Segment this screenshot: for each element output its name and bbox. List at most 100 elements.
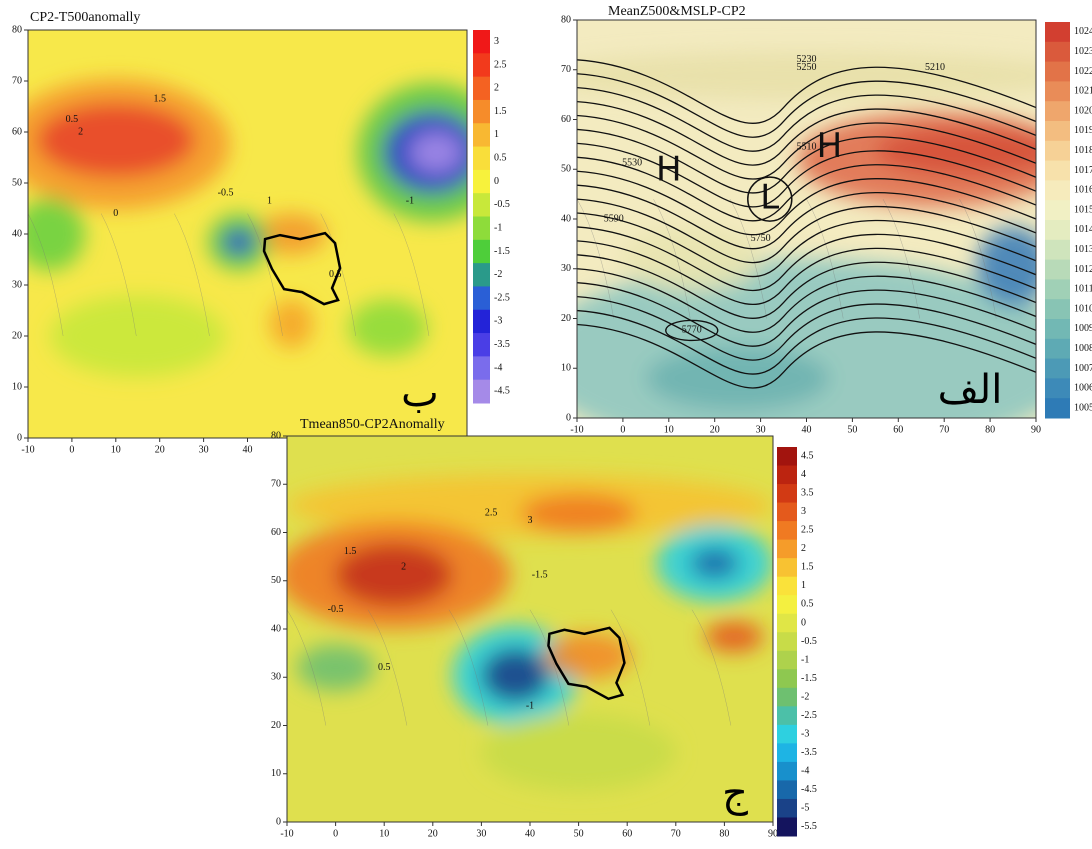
colorbar-swatch — [777, 651, 797, 670]
contour-label: 5530 — [622, 158, 642, 169]
colorbar-label: 1005 — [1074, 402, 1092, 413]
colorbar-swatch — [777, 595, 797, 614]
colorbar-swatch — [1045, 180, 1070, 200]
field-blob — [348, 299, 427, 356]
y-tick-label: 50 — [561, 164, 571, 175]
x-tick-label: 50 — [574, 828, 584, 839]
x-tick-label: 0 — [69, 444, 74, 455]
colorbar-swatch — [777, 743, 797, 762]
colorbar-label: 2 — [801, 543, 806, 554]
contour-label: -0.5 — [218, 187, 234, 198]
colorbar-swatch — [1045, 101, 1070, 121]
x-tick-label: 40 — [802, 424, 812, 435]
y-tick-label: 50 — [271, 575, 281, 586]
y-tick-label: 10 — [271, 768, 281, 779]
colorbar-swatch — [1045, 42, 1070, 62]
colorbar-label: -4.5 — [801, 784, 817, 795]
x-tick-label: 20 — [428, 828, 438, 839]
colorbar-label: 3.5 — [801, 488, 814, 499]
colorbar-label: 2.5 — [801, 525, 814, 536]
contour-label: 5510 — [797, 142, 817, 153]
colorbar-swatch — [777, 706, 797, 725]
x-tick-label: 30 — [756, 424, 766, 435]
x-tick-label: -10 — [570, 424, 583, 435]
y-tick-label: 70 — [561, 64, 571, 75]
colorbar-label: 4 — [801, 469, 806, 480]
colorbar-label: -5 — [801, 803, 809, 814]
colorbar-label: -4 — [494, 362, 502, 373]
y-tick-label: 60 — [12, 126, 22, 137]
y-tick-label: 10 — [561, 363, 571, 374]
colorbar-swatch — [777, 521, 797, 540]
colorbar-swatch — [1045, 220, 1070, 240]
colorbar-swatch — [777, 688, 797, 707]
colorbar-label: -3.5 — [494, 339, 510, 350]
colorbar-swatch — [473, 310, 490, 334]
contour-label: 1 — [267, 196, 272, 207]
colorbar-swatch — [473, 240, 490, 264]
y-tick-label: 0 — [276, 816, 281, 827]
colorbar-swatch — [777, 669, 797, 688]
field-blob — [410, 132, 463, 173]
colorbar-label: 1017 — [1074, 165, 1092, 176]
colorbar-label: 1024 — [1074, 26, 1092, 37]
colorbar-swatch — [777, 762, 797, 781]
colorbar-swatch — [473, 333, 490, 357]
x-tick-label: 60 — [622, 828, 632, 839]
contour-label: 0.5 — [66, 114, 79, 125]
colorbar-label: -0.5 — [801, 636, 817, 647]
field-blob — [520, 494, 637, 533]
colorbar-label: -2 — [494, 269, 502, 280]
contour-label: 5590 — [604, 213, 624, 224]
colorbar-swatch — [1045, 398, 1070, 418]
y-tick-label: 30 — [561, 263, 571, 274]
y-tick-label: 80 — [12, 24, 22, 35]
colorbar-label: 1009 — [1074, 323, 1092, 334]
colorbar-label: 1020 — [1074, 105, 1092, 116]
colorbar-swatch — [777, 484, 797, 503]
contour-label: 5230 — [797, 54, 817, 65]
colorbar-swatch — [473, 170, 490, 194]
y-tick-label: 40 — [271, 623, 281, 634]
panel-letter: الف — [938, 367, 1003, 413]
contour-label: -1 — [526, 700, 534, 711]
colorbar-swatch — [1045, 378, 1070, 398]
colorbar-swatch — [777, 799, 797, 818]
colorbar-label: 1006 — [1074, 383, 1092, 394]
contour-label: -1 — [406, 196, 414, 207]
colorbar-label: 0.5 — [801, 599, 814, 610]
panel-letter: ج — [722, 770, 748, 817]
colorbar-label: -2 — [801, 691, 809, 702]
field-blob — [37, 103, 195, 176]
y-tick-label: 30 — [271, 672, 281, 683]
contour-label: -0.5 — [328, 604, 344, 615]
colorbar-label: 1007 — [1074, 363, 1092, 374]
colorbar-swatch — [473, 123, 490, 147]
y-tick-label: 80 — [561, 14, 571, 25]
colorbar-label: 1 — [801, 580, 806, 591]
figure: 0.51.52-0.510-10.5CP2-T500anomallyب-1001… — [0, 0, 1092, 849]
colorbar-swatch — [473, 30, 490, 54]
colorbar-label: -4 — [801, 765, 809, 776]
colorbar-label: 1.5 — [494, 106, 507, 117]
map-panel — [277, 436, 773, 822]
x-tick-label: 0 — [333, 828, 338, 839]
colorbar-swatch — [473, 263, 490, 287]
colorbar-swatch — [1045, 161, 1070, 181]
colorbar-swatch — [473, 100, 490, 124]
panel-title: Tmean850-CP2Anomally — [300, 417, 445, 432]
colorbar-label: 2 — [494, 83, 499, 94]
y-tick-label: 20 — [12, 330, 22, 341]
x-tick-label: 10 — [664, 424, 674, 435]
colorbar-label: 0 — [494, 176, 499, 187]
x-tick-label: -10 — [280, 828, 293, 839]
x-tick-label: 80 — [985, 424, 995, 435]
colorbar-label: 1023 — [1074, 46, 1092, 57]
colorbar-swatch — [777, 503, 797, 522]
colorbar-swatch — [1045, 62, 1070, 82]
colorbar-label: 1016 — [1074, 185, 1092, 196]
colorbar-label: 1018 — [1074, 145, 1092, 156]
field-blob — [223, 230, 254, 254]
contour-label: 2 — [401, 562, 406, 573]
colorbar-swatch — [777, 780, 797, 799]
